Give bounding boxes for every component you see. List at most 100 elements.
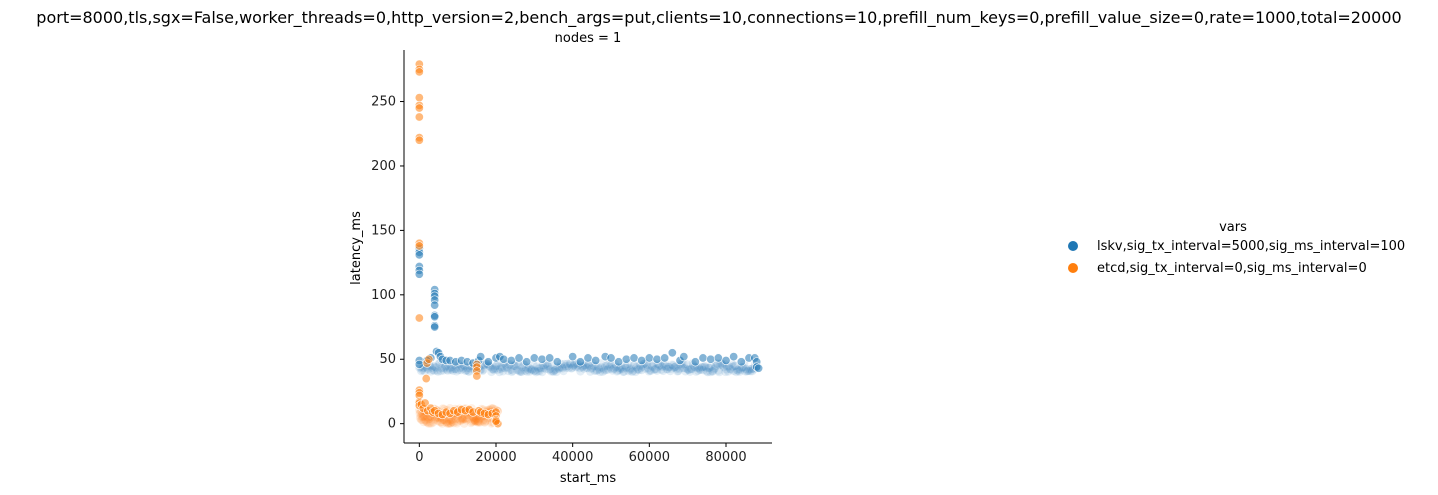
band-point <box>685 367 695 376</box>
band-point <box>513 360 523 369</box>
band-point <box>432 366 442 375</box>
band-point <box>693 366 703 375</box>
band-point <box>459 419 469 428</box>
band-point <box>734 364 744 374</box>
band-point <box>429 418 438 427</box>
data-point <box>629 353 639 363</box>
band-point <box>474 416 483 426</box>
band-point <box>422 417 431 427</box>
band-point <box>697 363 706 372</box>
band-point <box>525 367 534 376</box>
band-point <box>582 363 591 372</box>
data-point <box>483 357 493 367</box>
band-point <box>436 366 445 376</box>
band-point <box>446 419 455 428</box>
band-point <box>420 367 429 376</box>
band-point <box>445 419 455 428</box>
band-point <box>558 364 567 373</box>
band-point <box>541 364 550 374</box>
band-point <box>480 418 489 427</box>
band-point <box>590 366 599 375</box>
band-point <box>497 362 506 372</box>
x-axis: 0 20000 40000 60000 80000 <box>404 442 772 465</box>
band-point <box>479 365 488 374</box>
band-point <box>597 363 606 372</box>
band-point <box>733 366 743 376</box>
band-point <box>462 414 471 423</box>
band-point <box>545 365 554 374</box>
band-point <box>463 363 472 373</box>
data-point <box>614 357 624 367</box>
band-point <box>515 367 525 376</box>
band-point <box>531 367 541 377</box>
band-point <box>594 363 603 372</box>
band-point <box>559 366 568 376</box>
band-point <box>453 414 462 423</box>
data-point <box>606 353 616 363</box>
band-point <box>624 366 633 376</box>
band-point <box>458 364 468 373</box>
band-point <box>460 414 470 424</box>
band-point <box>442 417 451 426</box>
data-point <box>414 250 424 260</box>
band-point <box>523 365 533 374</box>
band-point <box>529 366 539 376</box>
band-point <box>602 365 611 375</box>
band-point <box>706 367 715 377</box>
band-point <box>704 363 713 372</box>
band-point <box>433 367 443 376</box>
data-point <box>514 353 524 363</box>
band-point <box>615 365 624 375</box>
band-point <box>444 416 454 426</box>
band-point <box>429 361 438 371</box>
band-point <box>632 363 641 372</box>
legend-label: etcd,sig_tx_interval=0,sig_ms_interval=0 <box>1097 261 1367 276</box>
data-point <box>430 300 440 310</box>
x-tick-label: 0 <box>415 450 423 465</box>
band-point <box>576 367 585 376</box>
band-point <box>416 412 425 421</box>
band-point <box>683 364 692 374</box>
band-point <box>646 366 655 376</box>
band-point <box>522 367 532 376</box>
data-point <box>729 352 739 362</box>
band-point <box>628 366 638 376</box>
data-point <box>637 356 647 366</box>
band-point <box>534 364 543 373</box>
band-point <box>745 364 754 374</box>
band-point <box>456 416 465 426</box>
band-point <box>491 361 501 371</box>
data-point <box>667 348 677 358</box>
band-point <box>418 412 428 421</box>
band-point <box>466 418 476 428</box>
band-point <box>424 419 433 428</box>
band-point <box>691 367 701 376</box>
band-point <box>416 366 426 376</box>
band-point <box>714 366 723 375</box>
band-point <box>680 363 689 373</box>
band-point <box>594 365 604 374</box>
band-point <box>504 366 513 376</box>
band-point <box>637 365 647 375</box>
data-point <box>591 356 601 366</box>
band-point <box>487 367 496 377</box>
band-point <box>621 363 631 373</box>
band-point <box>586 367 595 376</box>
band-point <box>564 363 574 373</box>
band-point <box>631 367 640 377</box>
band-point <box>603 365 613 374</box>
band-point <box>629 361 639 370</box>
band-point <box>448 366 458 375</box>
band-point <box>490 364 500 373</box>
band-point <box>634 364 643 374</box>
legend-marker <box>1068 263 1078 273</box>
band-point <box>702 367 712 376</box>
band-point <box>470 416 480 426</box>
band-point <box>695 365 704 374</box>
band-point <box>599 364 608 373</box>
band-point <box>544 362 553 371</box>
data-point <box>424 354 434 364</box>
band-point <box>467 417 477 427</box>
band-point <box>537 364 546 373</box>
